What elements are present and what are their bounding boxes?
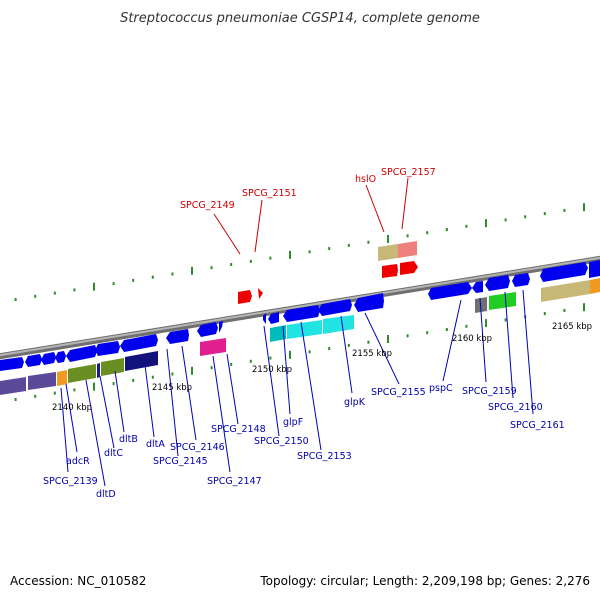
- gene-block[interactable]: [378, 244, 398, 261]
- accession-text: Accession: NC_010582: [10, 574, 146, 588]
- gene-label[interactable]: SPCG_2153: [297, 451, 352, 462]
- gene-label[interactable]: SPCG_2161: [510, 420, 565, 431]
- gene-label[interactable]: SPCG_2159: [462, 386, 517, 397]
- gene-arrow[interactable]: [428, 282, 472, 300]
- gene-arrow[interactable]: [166, 329, 189, 344]
- gene-arrow[interactable]: [283, 305, 320, 322]
- gene-arrow[interactable]: [25, 354, 42, 367]
- gene-label[interactable]: dltB: [119, 434, 138, 445]
- gene-arrow[interactable]: [589, 260, 600, 278]
- gene-arrow[interactable]: [66, 345, 97, 362]
- rna-label[interactable]: hslO: [355, 174, 376, 185]
- gene-label[interactable]: SPCG_2150: [254, 436, 309, 447]
- kbp-label: 2165 kbp: [552, 322, 592, 332]
- gene-label[interactable]: dltD: [96, 489, 116, 500]
- kbp-label: 2160 kbp: [452, 334, 492, 344]
- gene-label[interactable]: SPCG_2160: [488, 402, 543, 413]
- gene-block[interactable]: [489, 292, 516, 310]
- gene-label[interactable]: SPCG_2147: [207, 476, 262, 487]
- gene-block[interactable]: [0, 377, 26, 395]
- rna-feature[interactable]: [258, 288, 263, 299]
- gene-arrow[interactable]: [472, 281, 483, 293]
- gene-block[interactable]: [28, 372, 56, 390]
- gene-arrow[interactable]: [268, 312, 279, 324]
- gene-block[interactable]: [125, 351, 158, 371]
- gene-block[interactable]: [323, 315, 354, 334]
- gene-block[interactable]: [68, 364, 96, 383]
- gene-block[interactable]: [398, 241, 417, 258]
- gene-arrow[interactable]: [354, 293, 384, 312]
- gene-arrow[interactable]: [95, 341, 120, 356]
- gene-block[interactable]: [590, 278, 600, 294]
- gene-arrow[interactable]: [540, 262, 588, 282]
- gene-labels: adcR SPCG_2139 dltD dltC dltB dltA SPCG_…: [43, 167, 565, 500]
- gene-label[interactable]: SPCG_2139: [43, 476, 98, 487]
- gene-label[interactable]: SPCG_2145: [153, 456, 208, 467]
- gene-arrow[interactable]: [512, 273, 530, 287]
- rna-feature[interactable]: [238, 290, 252, 304]
- gene-label[interactable]: SPCG_2146: [170, 442, 225, 453]
- gene-block[interactable]: [97, 363, 100, 378]
- gene-label[interactable]: pspC: [429, 383, 453, 394]
- gene-block[interactable]: [287, 320, 322, 339]
- rna-label[interactable]: SPCG_2151: [242, 188, 297, 199]
- gene-block[interactable]: [270, 325, 286, 342]
- gene-arrow[interactable]: [0, 357, 24, 371]
- rna-feature[interactable]: [382, 264, 398, 278]
- gene-label[interactable]: SPCG_2148: [211, 424, 266, 435]
- rna-label[interactable]: SPCG_2149: [180, 200, 235, 211]
- gene-block[interactable]: [101, 358, 124, 376]
- gene-arrow[interactable]: [219, 321, 223, 333]
- gene-block[interactable]: [57, 370, 67, 386]
- gene-arrow[interactable]: [263, 313, 266, 324]
- genome-summary-text: Topology: circular; Length: 2,209,198 bp…: [259, 574, 590, 588]
- rna-feature[interactable]: [400, 261, 418, 275]
- kbp-label: 2145 kbp: [152, 383, 192, 393]
- gene-label[interactable]: SPCG_2155: [371, 387, 426, 398]
- gene-label[interactable]: glpF: [283, 417, 303, 428]
- gene-arrow[interactable]: [318, 299, 352, 316]
- gene-label[interactable]: glpK: [344, 397, 366, 408]
- gene-block[interactable]: [541, 280, 590, 302]
- map-title: Streptococcus pneumoniae CGSP14, complet…: [120, 11, 480, 26]
- tick-rows: [14, 203, 585, 401]
- kbp-label: 2155 kbp: [352, 349, 392, 359]
- gene-arrow[interactable]: [41, 352, 56, 365]
- kbp-labels: 2140 kbp 2145 kbp 2150 kbp 2155 kbp 2160…: [52, 322, 592, 413]
- kbp-label: 2150 kbp: [252, 365, 292, 375]
- gene-label[interactable]: dltC: [104, 448, 123, 459]
- gene-features: [0, 241, 600, 395]
- gene-arrow[interactable]: [197, 322, 218, 337]
- gene-label[interactable]: adcR: [66, 456, 90, 467]
- gene-arrow[interactable]: [485, 275, 510, 291]
- label-leaders: [60, 177, 534, 487]
- genome-backbone: [0, 255, 600, 360]
- gene-block[interactable]: [200, 338, 226, 356]
- kbp-label: 2140 kbp: [52, 403, 92, 413]
- gene-label[interactable]: dltA: [146, 439, 165, 450]
- rna-label[interactable]: SPCG_2157: [381, 167, 436, 178]
- gene-arrow[interactable]: [120, 334, 158, 352]
- gene-arrow[interactable]: [55, 351, 66, 363]
